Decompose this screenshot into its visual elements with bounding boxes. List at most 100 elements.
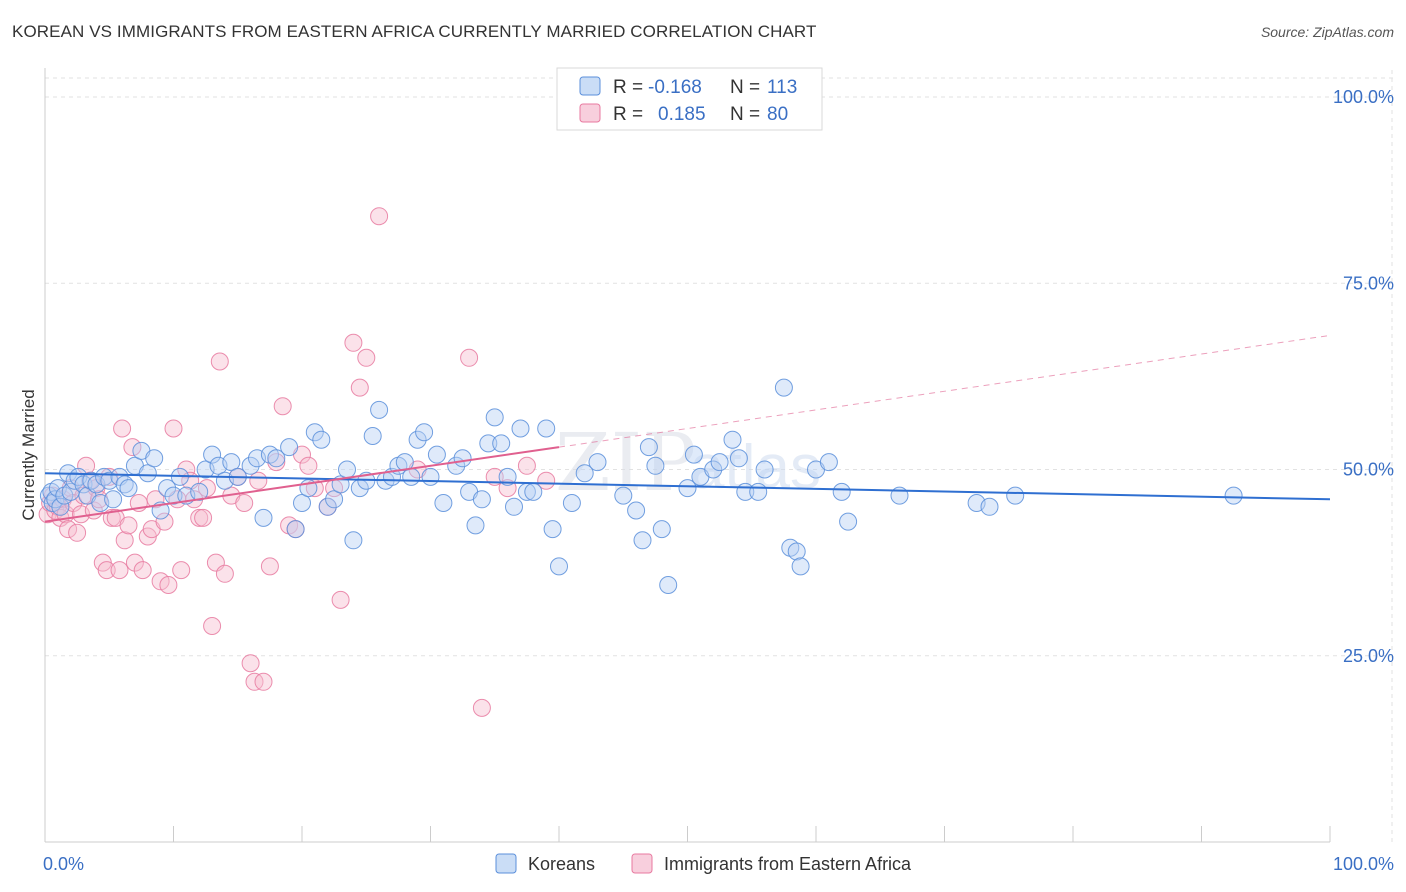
data-point <box>104 490 123 509</box>
data-point <box>550 557 568 576</box>
legend-n-value: 80 <box>767 104 788 125</box>
x-tick-labels: 0.0% 100.0% <box>43 854 1394 874</box>
data-point <box>138 464 157 483</box>
data-point <box>832 482 851 501</box>
legend-eastern-africa-marker <box>631 853 653 874</box>
data-point <box>498 467 517 486</box>
data-point <box>755 460 774 479</box>
data-point <box>791 557 810 576</box>
y-tick-label: 100.0% <box>1333 87 1394 107</box>
data-point <box>839 512 858 531</box>
data-point <box>260 557 279 576</box>
data-point <box>704 460 723 479</box>
data-point <box>280 438 299 457</box>
data-point <box>980 497 999 516</box>
data-point <box>575 464 594 483</box>
legend-eastern-africa-swatch <box>579 103 601 123</box>
data-point <box>562 494 581 512</box>
legend-n-label: N = <box>730 77 760 98</box>
data-point <box>402 467 421 486</box>
watermark-zip: ZIP <box>555 416 696 509</box>
data-point <box>710 453 729 472</box>
data-point <box>659 576 678 594</box>
data-point <box>254 508 273 527</box>
data-point <box>102 508 121 527</box>
data-point <box>415 423 434 442</box>
data-point <box>190 482 209 501</box>
data-point <box>312 430 331 449</box>
data-point <box>241 654 260 673</box>
data-point <box>338 460 356 479</box>
data-point <box>774 378 793 397</box>
legend-n-label: N = <box>730 104 760 125</box>
y-axis-title: Currently Married <box>19 389 38 520</box>
eastern-africa-trend-extension <box>558 334 1331 448</box>
data-point <box>749 482 768 501</box>
y-tick-label: 75.0% <box>1343 273 1394 293</box>
data-point <box>125 553 144 572</box>
data-point <box>203 445 222 464</box>
data-point <box>466 516 485 535</box>
data-point <box>537 471 556 490</box>
data-point <box>729 449 748 468</box>
data-point <box>119 516 138 535</box>
data-point <box>357 348 376 367</box>
data-point <box>97 561 116 580</box>
data-point <box>133 561 152 580</box>
data-point <box>363 427 382 445</box>
y-tick-labels: 25.0% 50.0% 75.0% 100.0% <box>1333 87 1394 666</box>
data-point <box>164 486 183 505</box>
data-point <box>203 617 222 635</box>
data-point <box>588 453 607 472</box>
data-point <box>421 467 440 486</box>
data-point <box>113 419 132 438</box>
watermark: ZIP atlas <box>555 416 821 509</box>
data-point <box>273 397 292 416</box>
data-point <box>325 490 344 509</box>
legend-n-value: 113 <box>767 77 797 98</box>
data-point <box>517 456 536 475</box>
chart-title: KOREAN VS IMMIGRANTS FROM EASTERN AFRICA… <box>12 22 817 41</box>
legend-eastern-africa-label: Immigrants from Eastern Africa <box>664 854 912 874</box>
data-point <box>51 497 70 516</box>
data-point <box>241 456 260 475</box>
data-point <box>652 520 671 539</box>
data-point <box>249 471 268 490</box>
data-point <box>350 378 369 397</box>
data-point <box>344 531 363 550</box>
data-point <box>427 445 446 464</box>
data-point <box>172 561 191 580</box>
data-point <box>68 523 87 542</box>
data-point <box>537 419 556 438</box>
data-point <box>787 542 806 561</box>
data-point <box>145 449 164 468</box>
y-tick-label: 25.0% <box>1343 646 1394 666</box>
data-point <box>331 590 350 609</box>
data-point <box>511 419 530 438</box>
data-point <box>543 520 562 539</box>
data-point <box>639 438 658 457</box>
data-point <box>627 501 646 520</box>
legend-r-value: 0.185 <box>658 104 706 125</box>
data-point <box>123 438 142 457</box>
data-point <box>159 576 178 594</box>
data-point <box>370 207 389 226</box>
data-point <box>479 434 498 453</box>
data-point <box>115 531 134 550</box>
data-point <box>164 419 183 438</box>
legend-koreans-label: Koreans <box>528 854 595 874</box>
x-tick-label: 100.0% <box>1333 854 1394 874</box>
series-eastern-africa-points <box>38 207 556 717</box>
series-legend: Koreans Immigrants from Eastern Africa <box>495 853 912 874</box>
watermark-atlas: atlas <box>690 433 821 502</box>
data-point <box>305 423 324 442</box>
data-point <box>492 434 511 453</box>
data-point <box>434 494 453 512</box>
data-point <box>119 479 138 498</box>
data-point <box>100 471 119 490</box>
data-point <box>267 449 286 468</box>
data-point <box>254 672 273 691</box>
trend-lines <box>44 334 1331 523</box>
data-point <box>614 486 633 505</box>
